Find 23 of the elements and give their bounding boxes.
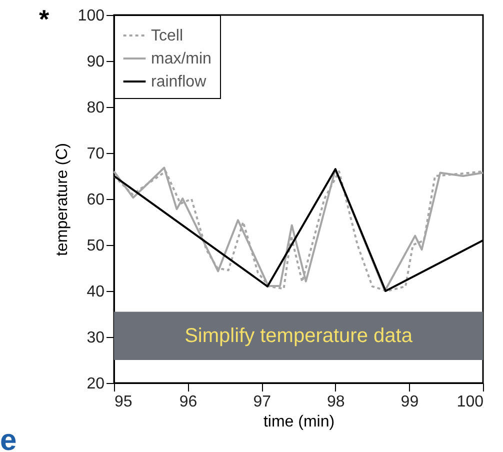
y-tick-label: 70 xyxy=(86,146,105,162)
y-axis-title: temperature (C) xyxy=(54,143,71,256)
x-tick-label: 98 xyxy=(327,394,345,410)
x-tick-label: 100 xyxy=(456,394,484,410)
text: * xyxy=(38,4,50,34)
x-tick-label: 99 xyxy=(400,394,419,410)
band-label: Simplify temperature data xyxy=(184,324,414,347)
y-tick-label: 80 xyxy=(86,100,105,116)
x-tick-label: 97 xyxy=(253,394,272,410)
legend-label: max/min xyxy=(151,50,212,68)
y-tick-label: 100 xyxy=(78,8,105,24)
text: e xyxy=(0,424,17,452)
legend-label: rainflow xyxy=(151,74,207,90)
y-tick-label: 20 xyxy=(86,376,105,392)
y-tick-label: 60 xyxy=(86,192,105,208)
x-axis-title: time (min) xyxy=(263,414,335,430)
y-tick-label: 30 xyxy=(86,330,105,346)
y-tick-label: 90 xyxy=(86,54,105,70)
y-tick-label: 40 xyxy=(86,284,105,300)
x-tick-label: 95 xyxy=(114,394,132,410)
y-tick-label: 50 xyxy=(86,238,105,254)
x-tick-label: 96 xyxy=(179,394,198,410)
legend-label: Tcell xyxy=(151,28,184,44)
